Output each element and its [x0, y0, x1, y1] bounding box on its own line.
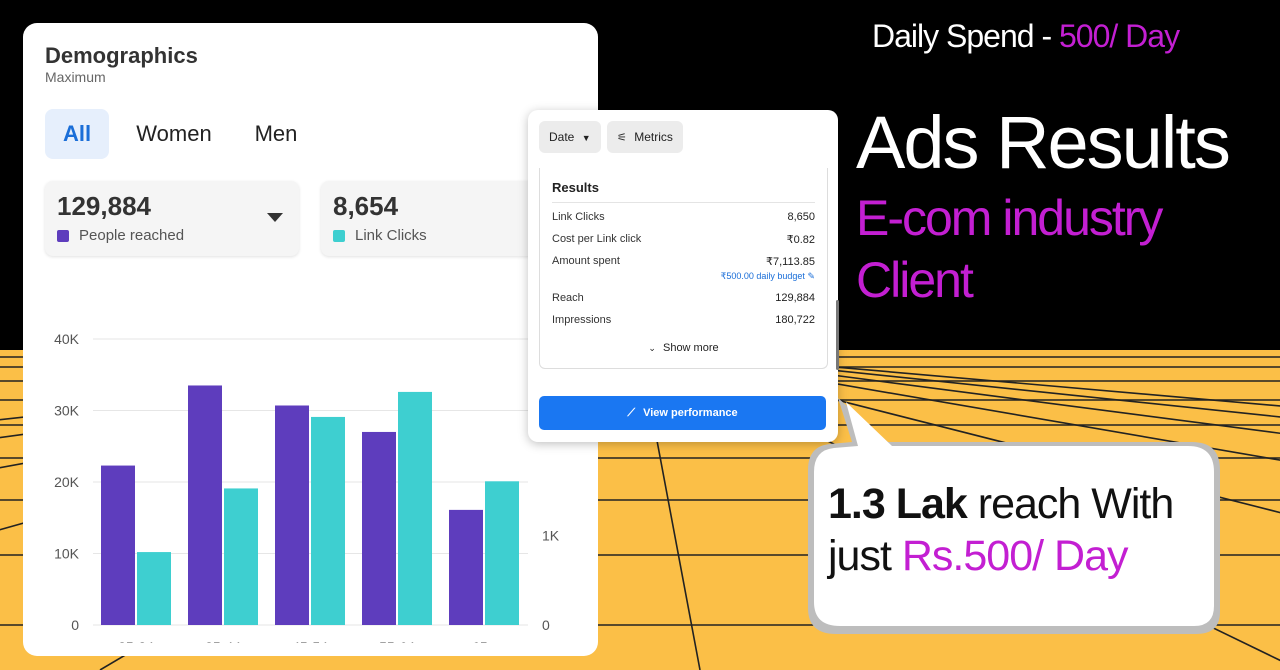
tab-men[interactable]: Men	[254, 121, 298, 146]
callout-bold: 1.3 Lak	[828, 480, 968, 528]
callout-text-2: just	[828, 532, 902, 580]
demographics-bar-chart: 0 10K 20K 30K 40K 25-34 35-44 45-54 55-64 65+ 0 1K	[54, 331, 560, 643]
link-clicks-swatch	[333, 230, 345, 242]
people-reached-swatch	[57, 230, 69, 242]
row-value-reach: 129,884	[775, 292, 815, 304]
people-reached-label: People reached	[79, 227, 185, 244]
bar-65+-0	[449, 509, 483, 625]
row-label-amount-spent: Amount spent	[552, 255, 620, 267]
results-box: Results Link Clicks 8,650 Cost per Link …	[539, 168, 828, 369]
demographics-card: Demographics Maximum All Women Men 129,8…	[23, 23, 598, 656]
y-tick-label: 10K	[54, 546, 80, 562]
daily-budget-link[interactable]: ₹500.00 daily budget ✎	[721, 271, 815, 282]
x-tick-label: 45-54	[292, 639, 328, 643]
ads-results-title: Ads Results	[856, 101, 1231, 184]
x-tick-label: 55-64	[379, 639, 415, 643]
bar-65+-1	[485, 481, 519, 625]
link-clicks-stat[interactable]: 8,654 Link Clicks	[321, 181, 551, 256]
callout-line-2: just Rs.500/ Day	[828, 530, 1228, 582]
daily-spend-amount: 500/ Day	[1058, 18, 1180, 54]
right-tick-label: 0	[542, 617, 550, 633]
bar-55-64-0	[362, 431, 396, 625]
people-reached-value: 129,884	[57, 191, 151, 221]
bar-45-54-1	[311, 416, 345, 625]
row-label-cost-per-click: Cost per Link click	[552, 233, 642, 245]
show-more-button[interactable]: ⌄ Show more	[540, 342, 827, 354]
row-value-impressions: 180,722	[775, 314, 815, 326]
row-label-impressions: Impressions	[552, 314, 612, 326]
daily-spend-prefix: Daily Spend -	[872, 18, 1059, 54]
date-dropdown[interactable]: Date ▼	[539, 121, 601, 153]
row-value-cost-per-click: ₹0.82	[786, 234, 815, 246]
industry-line-1: E-com industry	[856, 190, 1163, 246]
y-tick-label: 20K	[54, 474, 80, 490]
bar-55-64-1	[398, 391, 432, 625]
daily-budget-text: ₹500.00 daily budget	[720, 271, 805, 281]
results-title: Results	[552, 180, 599, 195]
bar-35-44-0	[188, 385, 222, 625]
row-value-link-clicks: 8,650	[787, 211, 815, 223]
callout-text-1: reach With	[966, 480, 1175, 528]
row-label-link-clicks: Link Clicks	[552, 211, 605, 223]
chevron-down-icon: ⌄	[648, 343, 656, 353]
date-label: Date	[549, 130, 575, 144]
y-tick-label: 0	[71, 617, 79, 633]
bar-25-34-1	[137, 552, 171, 625]
industry-line-2: Client	[856, 252, 974, 308]
industry-text: E-com industry Client	[856, 187, 1163, 311]
link-clicks-value: 8,654	[333, 191, 399, 221]
scrollbar[interactable]	[836, 300, 839, 370]
trend-line-icon: ⟋	[627, 407, 636, 419]
caret-down-icon[interactable]	[267, 213, 283, 222]
right-tick-label: 1K	[542, 528, 560, 544]
row-value-amount-spent: ₹7,113.85	[765, 256, 815, 268]
y-tick-label: 30K	[54, 403, 80, 419]
people-reached-stat[interactable]: 129,884 People reached	[45, 181, 299, 256]
bar-35-44-1	[224, 488, 258, 625]
callout-line-1: 1.3 Lak reach With	[828, 478, 1228, 530]
metrics-button[interactable]: ⚟ Metrics	[607, 121, 683, 153]
divider	[552, 202, 815, 203]
pencil-icon: ✎	[807, 271, 815, 281]
x-tick-label: 35-44	[205, 639, 241, 643]
metrics-label: Metrics	[634, 130, 673, 144]
x-tick-label: 65+	[472, 639, 496, 643]
callout-highlight: Rs.500/ Day	[901, 532, 1129, 580]
daily-spend-text: Daily Spend - 500/ Day	[872, 18, 1180, 55]
demographics-subtitle: Maximum	[45, 69, 106, 85]
caret-down-icon: ▼	[581, 133, 591, 143]
demographics-title: Demographics	[45, 43, 198, 68]
bar-25-34-0	[101, 465, 135, 625]
link-clicks-label: Link Clicks	[355, 227, 427, 244]
bar-45-54-0	[275, 405, 309, 625]
view-performance-button[interactable]: ⟋ View performance	[539, 396, 826, 430]
row-label-reach: Reach	[552, 292, 584, 304]
results-panel: Date ▼ ⚟ Metrics Results Link Clicks 8,6…	[528, 110, 838, 442]
y-tick-label: 40K	[54, 331, 80, 347]
tab-all[interactable]: All	[45, 109, 109, 159]
x-tick-label: 25-34	[118, 639, 154, 643]
view-performance-label: View performance	[643, 407, 738, 419]
sliders-icon: ⚟	[617, 132, 627, 144]
tab-women[interactable]: Women	[136, 121, 212, 146]
show-more-label: Show more	[662, 342, 719, 354]
callout-text: 1.3 Lak reach With just Rs.500/ Day	[828, 478, 1228, 582]
